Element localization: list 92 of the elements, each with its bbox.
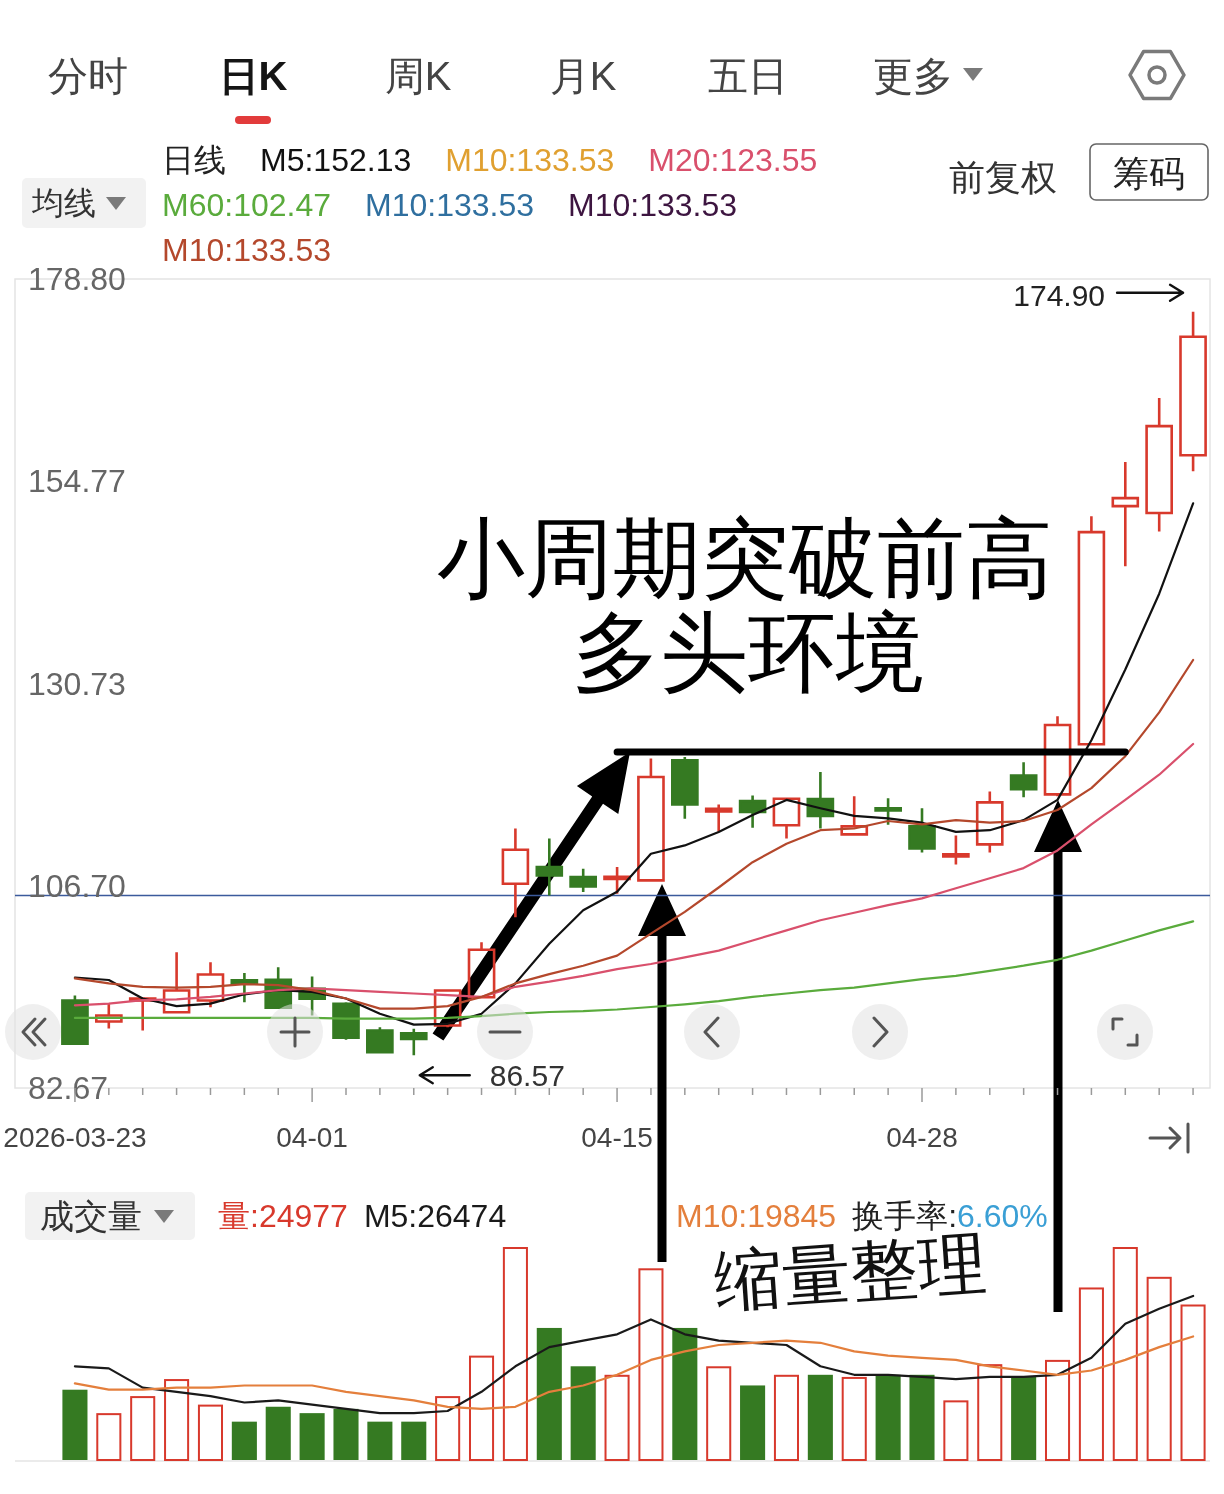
candlestick (1145, 396, 1173, 533)
legend-label: M10:133.53 (445, 142, 615, 178)
y-tick-label: 178.80 (28, 261, 126, 297)
y-tick-label: 82.67 (28, 1070, 109, 1106)
bar (1112, 1247, 1138, 1461)
candlestick (671, 755, 699, 820)
bar (570, 1366, 596, 1460)
text: M5:152.13 (260, 142, 412, 178)
bar (96, 1413, 122, 1461)
text: 前复权 (949, 156, 1057, 198)
text: 换手率:6.60% (852, 1198, 1048, 1234)
bar (604, 1374, 630, 1461)
text: M10:133.53 (162, 232, 332, 268)
text: 更多 (873, 54, 953, 98)
candlestick (1077, 514, 1106, 746)
bar (909, 1374, 935, 1460)
button: 筹码 (1089, 143, 1209, 201)
bar (197, 1404, 224, 1461)
text: M20:123.55 (648, 142, 818, 178)
bar (773, 1374, 800, 1461)
bar (1180, 1304, 1206, 1461)
annotation: 86.57 (489, 1058, 565, 1092)
bar (536, 1327, 562, 1460)
bar (1146, 1276, 1172, 1461)
candlestick (95, 1002, 123, 1030)
bar (1044, 1359, 1071, 1461)
legend-title: 日线 (162, 142, 226, 178)
candlestick (704, 803, 733, 833)
bar (130, 1396, 156, 1461)
bar (231, 1421, 257, 1460)
y-tick-label: 106.70 (28, 867, 126, 904)
x-tick-label: 04-01 (276, 1121, 348, 1153)
bar (740, 1385, 766, 1460)
text: M60:102.47 (162, 187, 332, 223)
x-tick-label: 04-28 (886, 1121, 958, 1153)
x-tick-label: 04-15 (581, 1121, 653, 1153)
candlestick (61, 994, 89, 1046)
annotation: 174.90 (1013, 279, 1106, 313)
bar (841, 1376, 867, 1461)
candlestick (332, 1000, 360, 1042)
bar (807, 1374, 833, 1460)
text: 量:24977 (218, 1198, 348, 1234)
candlestick (1111, 460, 1140, 568)
bar (502, 1247, 528, 1461)
bar (977, 1364, 1003, 1461)
text: M10:19845 (676, 1198, 837, 1234)
candlestick (399, 1027, 428, 1057)
bar (62, 1389, 88, 1460)
legend-label: M10:133.53 (365, 187, 535, 223)
text: 五日 (708, 54, 788, 98)
bar (164, 1379, 190, 1461)
bar (333, 1408, 359, 1460)
candlestick (637, 757, 665, 882)
chart-title: 均线 (31, 185, 96, 221)
chart-title: 成交量 (40, 1197, 142, 1235)
candlestick (162, 950, 191, 1014)
candlestick (1009, 761, 1038, 799)
text: 分时 (48, 54, 128, 98)
x-tick-label: 2026-03-23 (3, 1121, 147, 1153)
candlestick (738, 794, 767, 829)
dropdown: 成交量 (25, 1192, 195, 1240)
bar (875, 1374, 901, 1460)
candlestick (366, 1025, 394, 1054)
candlestick (535, 837, 564, 897)
candlestick (501, 827, 530, 919)
bar (706, 1366, 732, 1461)
candlestick (908, 807, 936, 854)
bar (401, 1421, 427, 1460)
y-tick-label: 154.77 (28, 463, 126, 500)
candlestick (1179, 310, 1207, 473)
text: 月K (549, 54, 617, 98)
text: M5:26474 (363, 1198, 507, 1234)
bar (1011, 1376, 1037, 1460)
bar (435, 1396, 461, 1461)
candlestick (569, 867, 597, 894)
bar (638, 1268, 664, 1461)
bar (299, 1413, 325, 1460)
legend-label: M10:133.53 (568, 187, 738, 223)
bar (468, 1355, 495, 1461)
bar (367, 1421, 393, 1460)
candlestick (772, 796, 801, 840)
candlestick (975, 790, 1004, 854)
bar (943, 1400, 969, 1461)
y-tick-label: 130.73 (28, 665, 126, 702)
candlestick (942, 834, 970, 866)
dropdown: 均线 (22, 178, 146, 228)
line-series (73, 920, 1195, 1020)
bar (672, 1327, 698, 1460)
bar (265, 1406, 291, 1460)
bar (1078, 1287, 1104, 1461)
text: 日K (218, 54, 288, 98)
text: 周K (384, 54, 452, 98)
